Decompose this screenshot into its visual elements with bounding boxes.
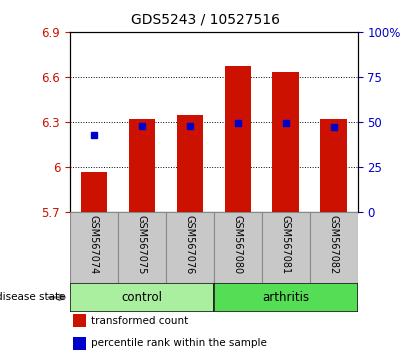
- Bar: [166, 212, 214, 283]
- Bar: [70, 283, 214, 312]
- Bar: [272, 73, 299, 212]
- Bar: [70, 212, 118, 283]
- Bar: [73, 314, 85, 327]
- Bar: [214, 283, 358, 312]
- Bar: [321, 119, 347, 212]
- Text: GSM567076: GSM567076: [185, 215, 195, 274]
- Text: arthritis: arthritis: [262, 291, 309, 304]
- Bar: [129, 119, 155, 212]
- Bar: [262, 212, 309, 283]
- Text: control: control: [121, 291, 162, 304]
- Text: percentile rank within the sample: percentile rank within the sample: [91, 338, 267, 348]
- Bar: [177, 115, 203, 212]
- Text: GSM567075: GSM567075: [137, 215, 147, 274]
- Bar: [118, 212, 166, 283]
- Text: transformed count: transformed count: [91, 316, 189, 326]
- Text: disease state: disease state: [0, 292, 66, 302]
- Text: GSM567080: GSM567080: [233, 215, 242, 274]
- Text: GDS5243 / 10527516: GDS5243 / 10527516: [131, 12, 280, 27]
- Text: GSM567082: GSM567082: [329, 215, 339, 274]
- Text: GSM567081: GSM567081: [281, 215, 291, 274]
- Text: GSM567074: GSM567074: [89, 215, 99, 274]
- Bar: [224, 67, 251, 212]
- Bar: [309, 212, 358, 283]
- Bar: [214, 212, 262, 283]
- Bar: [81, 172, 107, 212]
- Bar: [73, 337, 85, 350]
